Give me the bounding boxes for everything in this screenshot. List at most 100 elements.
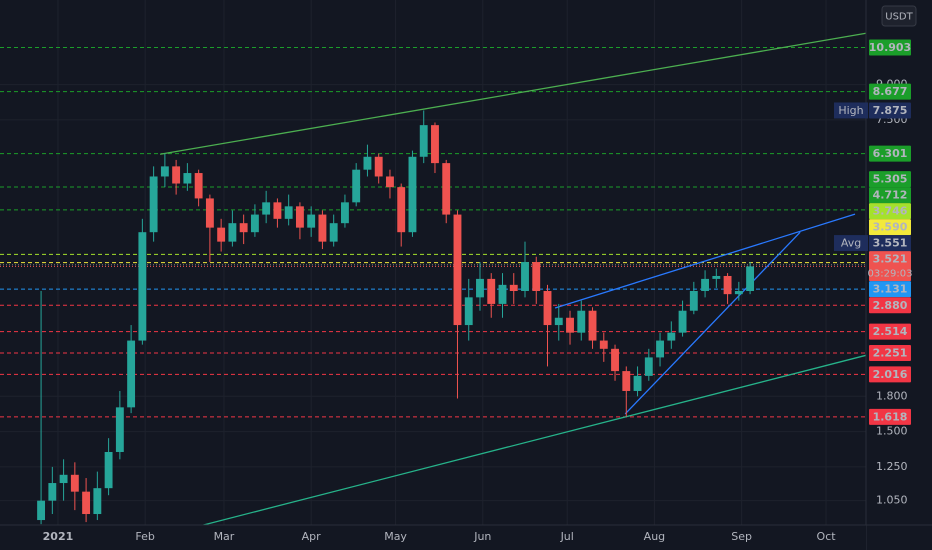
candle-body	[374, 156, 383, 177]
candle-body	[59, 474, 68, 484]
candle-body	[723, 275, 732, 295]
level-box	[869, 39, 911, 56]
candle-body	[566, 317, 574, 333]
candle-body	[498, 284, 507, 304]
candle-body	[386, 176, 394, 188]
candle-body	[419, 125, 428, 157]
candle-body	[689, 291, 698, 311]
currency-button[interactable]	[881, 5, 917, 27]
candle-body	[611, 348, 619, 372]
candle-body	[239, 223, 248, 233]
candle-body	[408, 156, 417, 233]
candle-body	[295, 206, 304, 228]
x-tick-label: Aug	[644, 530, 665, 543]
level-box	[869, 187, 911, 204]
level-label: 3.521	[873, 253, 908, 266]
candle-body	[329, 223, 338, 242]
candle-body	[205, 198, 214, 228]
candle-body	[476, 278, 484, 298]
candle-body	[532, 262, 541, 292]
candles	[37, 110, 755, 525]
level-label: 4.712	[873, 189, 908, 202]
candle-body	[509, 284, 518, 292]
candle-body	[599, 340, 608, 349]
level-box	[869, 83, 911, 100]
candle-body	[588, 310, 597, 341]
level-tag: High	[838, 104, 863, 117]
level-tag-box	[834, 102, 868, 119]
level-label: 10.903	[869, 41, 911, 54]
currency-label: USDT	[885, 12, 913, 23]
y-tick-label: 1.250	[876, 460, 908, 473]
x-tick-label: Feb	[135, 530, 154, 543]
level-label: 5.305	[873, 173, 908, 186]
candle-body	[273, 202, 282, 219]
candle-body	[115, 407, 124, 452]
candle-body	[453, 214, 462, 326]
trendline	[624, 231, 801, 415]
candle-body	[442, 163, 451, 215]
candle-body	[183, 173, 192, 184]
candle-body	[127, 340, 136, 408]
candle-body	[318, 214, 327, 242]
level-box	[869, 251, 911, 282]
x-tick-label: Apr	[302, 530, 322, 543]
time-axis	[0, 525, 866, 550]
candle-body	[284, 206, 293, 219]
candle-body	[48, 483, 57, 501]
x-tick-label: Jun	[473, 530, 491, 543]
candle-body	[734, 291, 743, 295]
candle-body	[521, 262, 529, 292]
level-box	[869, 203, 911, 220]
candle-body	[93, 488, 102, 515]
candle-body	[577, 310, 586, 333]
candle-body	[397, 187, 406, 233]
candle-body	[37, 500, 46, 521]
level-tag: Avg	[841, 237, 861, 250]
level-label: 3.746	[873, 205, 908, 218]
candle-body	[678, 310, 687, 333]
candle-body	[250, 214, 259, 233]
level-box	[869, 235, 911, 252]
level-box	[869, 297, 911, 314]
candle-body	[363, 156, 372, 170]
candle-body	[149, 176, 158, 233]
candle-body	[656, 340, 664, 358]
level-box	[869, 171, 911, 188]
x-tick-label: Mar	[214, 530, 235, 543]
level-label: 3.131	[873, 283, 908, 296]
candle-body	[352, 169, 361, 203]
candle-body	[543, 291, 552, 326]
candle-body	[340, 202, 349, 224]
level-label: 2.251	[873, 346, 908, 359]
candle-body	[746, 266, 755, 292]
candle-body	[70, 474, 79, 492]
level-label: 6.301	[873, 147, 908, 160]
level-sublabel: 03:29:03	[868, 269, 913, 280]
candle-body	[622, 371, 631, 391]
level-box	[869, 102, 911, 119]
level-label: 8.677	[873, 85, 908, 98]
level-label: 2.880	[873, 299, 908, 312]
x-tick-label: Oct	[817, 530, 837, 543]
candle-body	[138, 232, 147, 341]
level-tag-box	[834, 235, 868, 252]
candle-body	[228, 223, 237, 242]
axis-labels: 1.0501.2501.5001.8007.5009.0002021FebMar…	[43, 39, 913, 543]
x-tick-label: Jul	[560, 530, 574, 543]
candle-body	[160, 166, 169, 177]
candle-body	[633, 375, 642, 391]
level-box	[869, 408, 911, 425]
candle-body	[104, 451, 113, 489]
y-tick-label: 1.500	[876, 425, 908, 438]
candle-body	[464, 297, 473, 326]
trendline	[159, 32, 867, 155]
candle-body	[644, 357, 653, 376]
level-label: 2.016	[873, 368, 908, 381]
trendline	[554, 213, 856, 309]
level-box	[869, 323, 911, 340]
candle-body	[82, 491, 91, 515]
level-label: 7.875	[873, 104, 908, 117]
candle-body	[712, 275, 721, 279]
